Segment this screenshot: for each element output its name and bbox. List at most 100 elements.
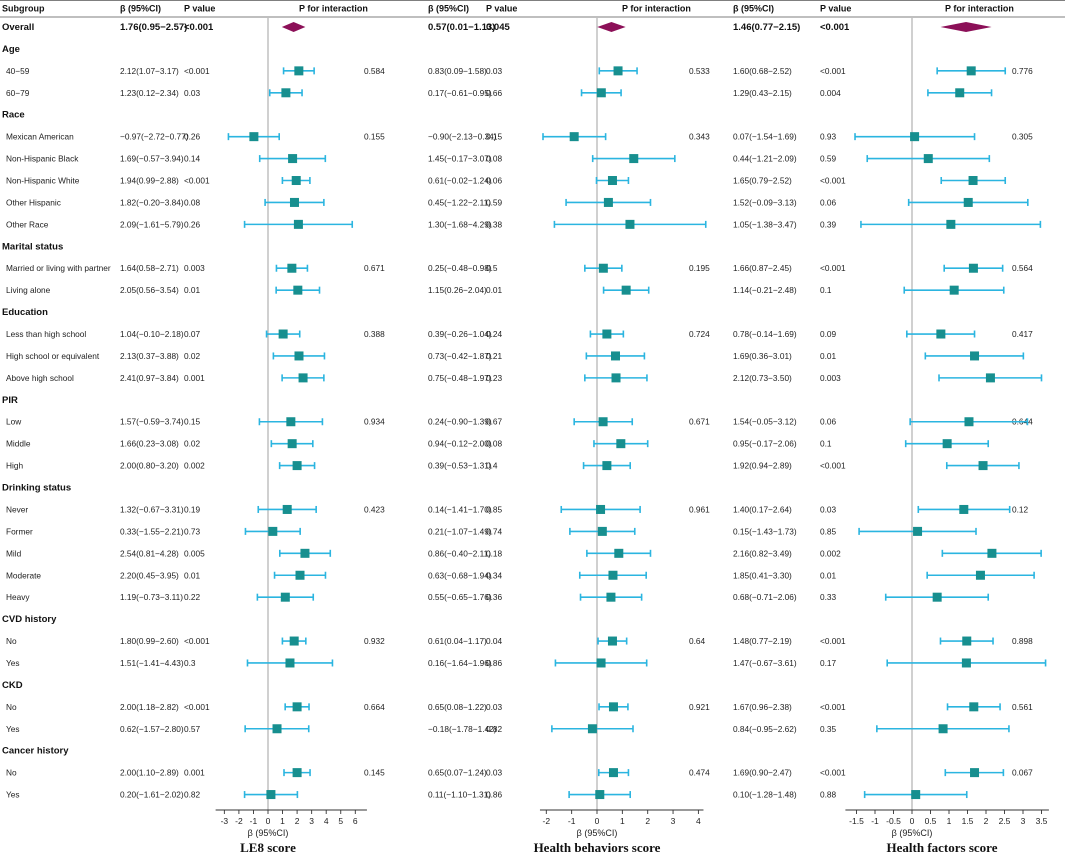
point-estimate-marker: [936, 329, 946, 339]
subgroup-label: Former: [6, 526, 33, 536]
overall-p-value: <0.001: [820, 22, 850, 33]
header-pvalue-1: P value: [486, 4, 517, 14]
beta-ci-value: 2.13(0.37−3.88): [120, 351, 179, 361]
point-estimate-marker: [985, 373, 995, 383]
beta-ci-value: 0.16(−1.64−1.96): [428, 658, 492, 668]
point-estimate-marker: [596, 88, 606, 98]
x-tick-label: 3: [671, 816, 676, 826]
p-value: <0.001: [184, 702, 210, 712]
beta-ci-value: 2.41(0.97−3.84): [120, 373, 179, 383]
p-value: 0.01: [820, 351, 837, 361]
p-value: 0.02: [184, 439, 201, 449]
beta-ci-value: 0.68(−0.71−2.06): [733, 592, 797, 602]
beta-ci-value: 1.45(−0.17−3.07): [428, 154, 492, 164]
subgroup-label: Living alone: [6, 285, 51, 295]
p-interaction-value: 0.474: [689, 768, 710, 778]
p-value: <0.001: [820, 176, 846, 186]
beta-ci-value: 1.47(−0.67−3.61): [733, 658, 797, 668]
beta-ci-value: 1.57(−0.59−3.74): [120, 417, 184, 427]
p-value: 0.003: [184, 263, 205, 273]
point-estimate-marker: [978, 461, 988, 471]
x-tick-label: 0: [910, 816, 915, 826]
point-estimate-marker: [272, 724, 282, 734]
point-estimate-marker: [613, 66, 623, 76]
beta-ci-value: 0.14(−1.41−1.70): [428, 504, 492, 514]
beta-ci-value: 0.73(−0.42−1.87): [428, 351, 492, 361]
p-value: 0.59: [486, 197, 503, 207]
x-tick-label: 4: [696, 816, 701, 826]
x-tick-label: 1.5: [962, 816, 974, 826]
point-estimate-marker: [287, 439, 297, 449]
point-estimate-marker: [294, 66, 304, 76]
beta-ci-value: 2.12(1.07−3.17): [120, 66, 179, 76]
p-value: 0.01: [184, 570, 201, 580]
p-value: 0.06: [486, 176, 503, 186]
p-interaction-value: 0.921: [689, 702, 710, 712]
beta-ci-value: 1.32(−0.67−3.31): [120, 504, 184, 514]
beta-ci-value: 0.62(−1.57−2.80): [120, 724, 184, 734]
panel-title: Health behaviors score: [534, 840, 661, 855]
p-value: 0.04: [486, 636, 503, 646]
group-heading: CKD: [2, 680, 23, 691]
beta-ci-value: 1.54(−0.05−3.12): [733, 417, 797, 427]
p-interaction-value: 0.934: [364, 417, 385, 427]
p-value: 0.08: [486, 154, 503, 164]
p-value: <0.001: [820, 636, 846, 646]
p-value: 0.59: [820, 154, 837, 164]
point-estimate-marker: [598, 263, 608, 273]
group-heading: Cancer history: [2, 746, 69, 757]
beta-ci-value: 2.20(0.45−3.95): [120, 570, 179, 580]
point-estimate-marker: [942, 439, 952, 449]
beta-ci-value: 0.21(−1.07−1.49): [428, 526, 492, 536]
point-estimate-marker: [911, 790, 921, 800]
point-estimate-marker: [959, 504, 969, 514]
p-value: 0.23: [486, 373, 503, 383]
group-heading: Age: [2, 44, 20, 55]
group-heading: Drinking status: [2, 483, 71, 494]
x-tick-label: 1: [620, 816, 625, 826]
p-interaction-value: 0.961: [689, 504, 710, 514]
x-tick-label: 1: [947, 816, 952, 826]
beta-ci-value: 1.51(−1.41−4.43): [120, 658, 184, 668]
x-tick-label: 2: [984, 816, 989, 826]
point-estimate-marker: [268, 526, 278, 536]
overall-beta-ci: 1.76(0.95−2.57): [120, 22, 187, 33]
x-tick-label: -1: [250, 816, 258, 826]
p-value: 0.73: [184, 526, 201, 536]
beta-ci-value: 0.25(−0.48−0.98): [428, 263, 492, 273]
x-tick-label: -2: [543, 816, 551, 826]
point-estimate-marker: [280, 592, 290, 602]
p-value: 0.33: [820, 592, 837, 602]
point-estimate-marker: [281, 88, 291, 98]
x-tick-label: 3: [1021, 816, 1026, 826]
subgroup-label: Yes: [6, 658, 20, 668]
subgroup-label: Middle: [6, 439, 31, 449]
overall-beta-ci: 0.57(0.01−1.13): [428, 22, 495, 33]
beta-ci-value: 1.66(0.23−3.08): [120, 439, 179, 449]
column-headers: Subgroup β (95%CI) P value P for interactio…: [2, 4, 1014, 14]
point-estimate-marker: [910, 132, 920, 142]
beta-ci-value: 1.85(0.41−3.30): [733, 570, 792, 580]
x-tick-label: 5: [338, 816, 343, 826]
p-value: 0.86: [486, 790, 503, 800]
subgroup-label: Low: [6, 417, 22, 427]
p-value: 0.74: [486, 526, 503, 536]
header-interaction-0: P for interaction: [299, 4, 368, 14]
point-estimate-marker: [621, 285, 631, 295]
p-value: 0.82: [184, 790, 201, 800]
p-interaction-value: 0.145: [364, 768, 385, 778]
p-interaction-value: 0.671: [364, 263, 385, 273]
point-estimate-marker: [608, 768, 618, 778]
point-estimate-marker: [962, 636, 972, 646]
p-value: 0.93: [820, 132, 837, 142]
point-estimate-marker: [291, 176, 301, 186]
table-rule-lines: [0, 0, 1065, 18]
p-value: <0.001: [820, 66, 846, 76]
beta-ci-value: 0.95(−0.17−2.06): [733, 439, 797, 449]
x-tick-label: -3: [221, 816, 229, 826]
group-heading: PIR: [2, 395, 18, 406]
p-interaction-value: 0.155: [364, 132, 385, 142]
subgroup-label: Moderate: [6, 570, 41, 580]
p-interaction-value: 0.664: [364, 702, 385, 712]
